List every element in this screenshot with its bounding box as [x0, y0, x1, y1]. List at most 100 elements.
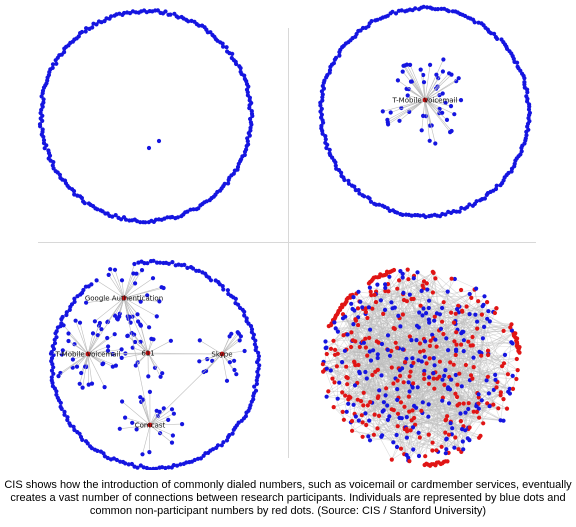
non-participant-node: [468, 373, 474, 378]
hub-node: [219, 351, 225, 357]
non-participant-node: [386, 289, 391, 294]
participant-node: [401, 290, 406, 295]
non-participant-node: [398, 373, 403, 378]
edge: [142, 424, 151, 455]
edge: [407, 269, 471, 381]
edge: [487, 350, 505, 364]
edge: [325, 347, 403, 419]
edge: [424, 93, 443, 101]
participant-node: [404, 212, 409, 217]
participant-node: [419, 128, 424, 133]
participant-node: [208, 278, 214, 283]
non-participant-node: [466, 401, 471, 406]
participant-node: [50, 62, 56, 67]
non-participant-node: [426, 432, 431, 437]
participant-node: [450, 426, 455, 431]
participant-node: [226, 181, 231, 186]
participant-node: [368, 199, 374, 204]
panel-3-graph: Google Authentication T-Mobile Voicemail 6…: [48, 258, 262, 472]
participant-node: [409, 338, 414, 343]
participant-node: [332, 320, 337, 325]
participant-node: [446, 9, 451, 14]
participant-node: [224, 45, 229, 50]
non-participant-node: [445, 414, 450, 419]
non-participant-node: [510, 386, 516, 391]
non-participant-node: [419, 408, 424, 413]
participant-node: [335, 329, 340, 334]
participant-node: [418, 67, 423, 72]
participant-node: [149, 336, 154, 341]
participant-node: [395, 387, 400, 392]
edge: [149, 411, 160, 426]
non-participant-node: [346, 397, 351, 402]
participant-node: [232, 358, 237, 363]
participant-node: [337, 53, 342, 58]
participant-node: [231, 427, 236, 432]
participant-node: [72, 192, 77, 197]
participant-node: [225, 288, 230, 293]
participant-node: [234, 372, 239, 377]
participant-node: [383, 393, 388, 398]
edge: [387, 99, 426, 121]
non-participant-node: [423, 454, 428, 459]
participant-node: [92, 319, 97, 324]
participant-node: [458, 411, 463, 416]
participant-node: [349, 301, 354, 306]
participant-node: [181, 461, 186, 466]
participant-node: [238, 66, 243, 71]
non-participant-node: [395, 345, 400, 350]
edge: [362, 281, 425, 308]
non-participant-node: [353, 318, 359, 323]
participant-node: [397, 368, 402, 373]
participant-node: [247, 133, 252, 138]
participant-node: [466, 406, 471, 412]
participant-node: [463, 410, 468, 415]
hub-label-google-authentication: Google Authentication: [85, 295, 163, 303]
participant-node: [220, 41, 225, 46]
participant-node: [437, 106, 442, 112]
participant-node: [80, 385, 85, 390]
non-participant-node: [455, 382, 460, 387]
non-participant-node: [355, 397, 360, 402]
non-participant-node: [360, 434, 365, 439]
non-participant-node: [345, 382, 350, 387]
non-participant-node: [373, 300, 379, 305]
participant-node: [227, 360, 232, 365]
non-participant-node: [328, 346, 334, 351]
participant-node: [416, 453, 422, 459]
edge: [455, 323, 502, 393]
hub-label-t-mobile-voicemail: T-Mobile Voicemail: [392, 97, 458, 105]
participant-node: [166, 261, 171, 266]
participant-node: [166, 465, 171, 470]
edge: [363, 271, 434, 344]
edge: [82, 353, 89, 388]
participant-node: [352, 308, 357, 313]
participant-node: [452, 445, 457, 450]
non-participant-node: [365, 353, 370, 358]
participant-node: [482, 324, 487, 329]
edge: [199, 340, 223, 355]
participant-node: [519, 145, 524, 151]
participant-node: [49, 356, 55, 361]
participant-node: [99, 327, 104, 332]
non-participant-node: [496, 406, 501, 411]
participant-node: [456, 76, 461, 81]
non-participant-node: [430, 448, 435, 453]
participant-node: [70, 357, 75, 362]
non-participant-node: [397, 278, 402, 283]
non-participant-node: [471, 365, 476, 370]
participant-node: [477, 349, 482, 354]
participant-node: [438, 326, 444, 331]
participant-node: [242, 348, 247, 354]
participant-node: [474, 286, 479, 291]
edge: [123, 283, 136, 299]
participant-node: [482, 294, 487, 299]
participant-node: [78, 434, 84, 440]
participant-node: [333, 55, 339, 61]
non-participant-node: [359, 413, 364, 418]
participant-node: [251, 393, 256, 399]
participant-node: [169, 440, 175, 445]
non-participant-node: [479, 312, 484, 317]
participant-node: [425, 5, 430, 10]
edge: [79, 322, 89, 355]
